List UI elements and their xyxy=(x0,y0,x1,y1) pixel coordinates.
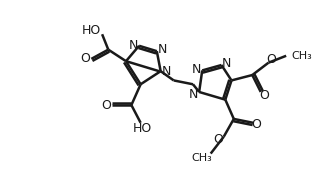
Text: O: O xyxy=(80,52,90,65)
Text: O: O xyxy=(259,89,269,101)
Text: N: N xyxy=(161,65,171,78)
Text: CH₃: CH₃ xyxy=(292,51,312,61)
Text: CH₃: CH₃ xyxy=(191,153,212,163)
Text: N: N xyxy=(129,39,138,52)
Text: N: N xyxy=(222,57,232,70)
Text: HO: HO xyxy=(132,122,152,135)
Text: N: N xyxy=(158,43,167,56)
Text: O: O xyxy=(251,118,261,131)
Text: N: N xyxy=(189,88,199,101)
Text: O: O xyxy=(266,53,277,66)
Text: O: O xyxy=(213,133,223,146)
Text: N: N xyxy=(192,63,202,76)
Text: HO: HO xyxy=(81,24,100,37)
Text: O: O xyxy=(101,99,111,112)
